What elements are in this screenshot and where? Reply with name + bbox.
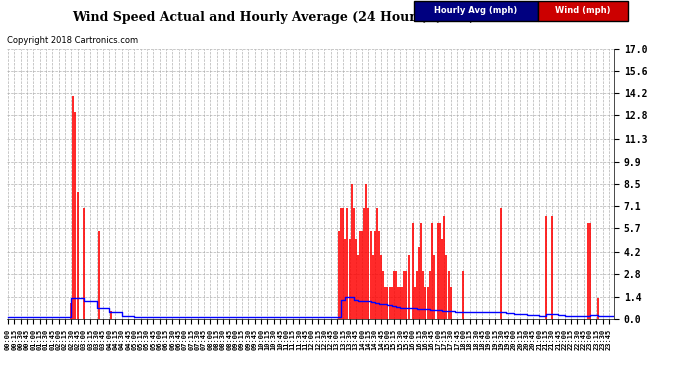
Text: Copyright 2018 Cartronics.com: Copyright 2018 Cartronics.com bbox=[7, 36, 138, 45]
Text: Wind (mph): Wind (mph) bbox=[555, 6, 611, 15]
Text: Hourly Avg (mph): Hourly Avg (mph) bbox=[435, 6, 518, 15]
Text: Wind Speed Actual and Hourly Average (24 Hours) (New) 20180802: Wind Speed Actual and Hourly Average (24… bbox=[72, 11, 549, 24]
